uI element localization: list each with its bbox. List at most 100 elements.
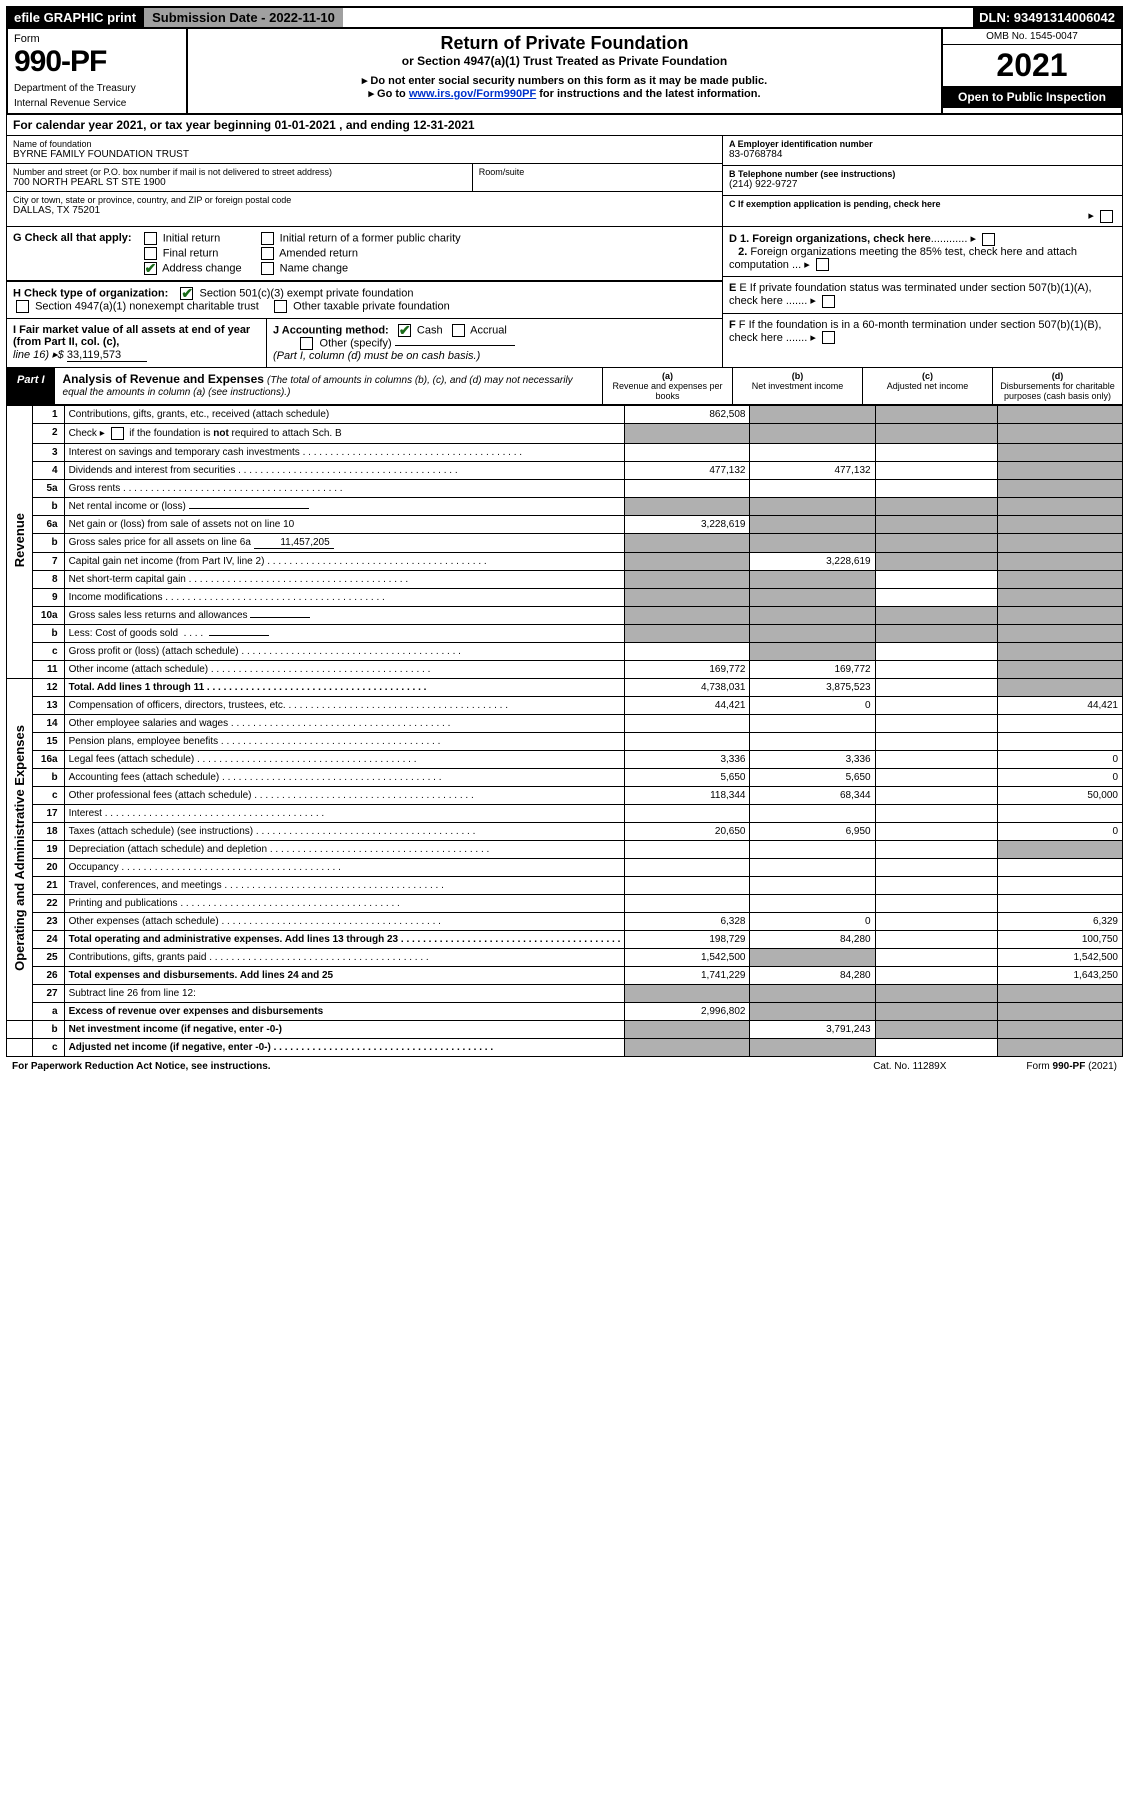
table-row: b Gross sales price for all assets on li… (7, 534, 1123, 553)
foundation-name: BYRNE FAMILY FOUNDATION TRUST (13, 149, 716, 160)
table-row: 27Subtract line 26 from line 12: (7, 985, 1123, 1003)
table-row: cAdjusted net income (if negative, enter… (7, 1039, 1123, 1057)
g-initial-checkbox[interactable] (144, 232, 157, 245)
table-row: 4 Dividends and interest from securities… (7, 462, 1123, 480)
i-line-label: line 16) ▸$ (13, 349, 64, 361)
c-checkbox[interactable] (1100, 210, 1113, 223)
phone-label: B Telephone number (see instructions) (729, 169, 1116, 179)
f-checkbox[interactable] (822, 331, 835, 344)
table-row: 3 Interest on savings and temporary cash… (7, 444, 1123, 462)
ein-label: A Employer identification number (729, 139, 1116, 149)
e-label: E If private foundation status was termi… (729, 282, 1092, 307)
i-label: I Fair market value of all assets at end… (13, 324, 250, 348)
r2-checkbox[interactable] (111, 427, 124, 440)
name-label: Name of foundation (13, 139, 716, 149)
h-4947-checkbox[interactable] (16, 300, 29, 313)
omb-number: OMB No. 1545-0047 (943, 29, 1121, 45)
table-row: c Gross profit or (loss) (attach schedul… (7, 643, 1123, 661)
h-other-checkbox[interactable] (274, 300, 287, 313)
table-row: 25Contributions, gifts, grants paid1,542… (7, 949, 1123, 967)
instructions-link[interactable]: www.irs.gov/Form990PF (409, 88, 536, 100)
identity-block: Name of foundation BYRNE FAMILY FOUNDATI… (6, 136, 1123, 227)
col-c-label: Adjusted net income (887, 381, 969, 391)
g-addr-checkbox[interactable] (144, 262, 157, 275)
efile-label: efile GRAPHIC print (8, 8, 142, 27)
table-row: 5a Gross rents (7, 480, 1123, 498)
table-row: 24Total operating and administrative exp… (7, 931, 1123, 949)
table-row: Operating and Administrative Expenses 12… (7, 679, 1123, 697)
options-grid: G Check all that apply: Initial return I… (6, 227, 1123, 368)
j-cash-checkbox[interactable] (398, 324, 411, 337)
header-note-1: ▸ Do not enter social security numbers o… (196, 74, 933, 87)
c-label: C If exemption application is pending, c… (729, 199, 1116, 209)
table-row: 18Taxes (attach schedule) (see instructi… (7, 823, 1123, 841)
phone-value: (214) 922-9727 (729, 179, 1116, 190)
table-row: 17Interest (7, 805, 1123, 823)
table-row: cOther professional fees (attach schedul… (7, 787, 1123, 805)
table-row: Revenue 1 Contributions, gifts, grants, … (7, 406, 1123, 424)
d2-checkbox[interactable] (816, 258, 829, 271)
open-public-badge: Open to Public Inspection (943, 86, 1121, 108)
part1-table: Revenue 1 Contributions, gifts, grants, … (6, 405, 1123, 1057)
h-501c3-checkbox[interactable] (180, 287, 193, 300)
part1-title: Analysis of Revenue and Expenses (63, 372, 264, 386)
ein-value: 83-0768784 (729, 149, 1116, 160)
header: Form 990-PF Department of the Treasury I… (6, 29, 1123, 115)
i-fmv-value: 33,119,573 (67, 349, 147, 362)
part1-header: Part I Analysis of Revenue and Expenses … (6, 368, 1123, 405)
f-label: F If the foundation is in a 60-month ter… (729, 319, 1101, 344)
h-label: H Check type of organization: (13, 287, 168, 299)
e-checkbox[interactable] (822, 295, 835, 308)
j-other-checkbox[interactable] (300, 337, 313, 350)
j-accrual-checkbox[interactable] (452, 324, 465, 337)
j-label: J Accounting method: (273, 324, 389, 336)
form-label: Form (14, 33, 180, 45)
expenses-vlabel: Operating and Administrative Expenses (12, 725, 27, 971)
table-row: 22Printing and publications (7, 895, 1123, 913)
g-amended-checkbox[interactable] (261, 247, 274, 260)
table-row: 23Other expenses (attach schedule)6,3280… (7, 913, 1123, 931)
table-row: 11 Other income (attach schedule) 169,77… (7, 661, 1123, 679)
col-b-label: Net investment income (752, 381, 844, 391)
g-name-checkbox[interactable] (261, 262, 274, 275)
table-row: aExcess of revenue over expenses and dis… (7, 1003, 1123, 1021)
table-row: 6a Net gain or (loss) from sale of asset… (7, 516, 1123, 534)
g-label: G Check all that apply: (13, 232, 132, 244)
table-row: 14Other employee salaries and wages (7, 715, 1123, 733)
page-footer: For Paperwork Reduction Act Notice, see … (6, 1057, 1123, 1076)
d1-checkbox[interactable] (982, 233, 995, 246)
footer-cat: Cat. No. 11289X (873, 1061, 946, 1072)
street-address: 700 NORTH PEARL ST STE 1900 (13, 177, 716, 188)
revenue-vlabel: Revenue (12, 513, 27, 567)
table-row: 7 Capital gain net income (from Part IV,… (7, 553, 1123, 571)
table-row: 2 Check ▸ if the foundation is not requi… (7, 424, 1123, 444)
table-row: b Net rental income or (loss) (7, 498, 1123, 516)
page-title: Return of Private Foundation (196, 33, 933, 54)
top-bar: efile GRAPHIC print Submission Date - 20… (6, 6, 1123, 29)
footer-left: For Paperwork Reduction Act Notice, see … (12, 1061, 873, 1072)
dln-label: DLN: 93491314006042 (973, 8, 1121, 27)
table-row: 8 Net short-term capital gain (7, 571, 1123, 589)
d1-label: D 1. Foreign organizations, check here (729, 233, 931, 245)
tax-year: 2021 (943, 45, 1121, 86)
calendar-year-line: For calendar year 2021, or tax year begi… (6, 115, 1123, 136)
table-row: 10a Gross sales less returns and allowan… (7, 607, 1123, 625)
city-label: City or town, state or province, country… (13, 195, 716, 205)
j-note: (Part I, column (d) must be on cash basi… (273, 350, 480, 362)
g-initial-former-checkbox[interactable] (261, 232, 274, 245)
dept-label: Department of the Treasury (14, 83, 180, 94)
city-state-zip: DALLAS, TX 75201 (13, 205, 716, 216)
col-d-label: Disbursements for charitable purposes (c… (1000, 381, 1115, 401)
footer-form: Form 990-PF (2021) (1026, 1061, 1117, 1072)
part1-label: Part I (7, 368, 55, 404)
header-note-2: ▸ Go to www.irs.gov/Form990PF for instru… (196, 87, 933, 100)
table-row: 19Depreciation (attach schedule) and dep… (7, 841, 1123, 859)
table-row: bAccounting fees (attach schedule)5,6505… (7, 769, 1123, 787)
table-row: b Less: Cost of goods sold . . . . (7, 625, 1123, 643)
addr-label: Number and street (or P.O. box number if… (13, 167, 716, 177)
table-row: 9 Income modifications (7, 589, 1123, 607)
table-row: 16aLegal fees (attach schedule)3,3363,33… (7, 751, 1123, 769)
g-final-checkbox[interactable] (144, 247, 157, 260)
table-row: 15Pension plans, employee benefits (7, 733, 1123, 751)
page-subtitle: or Section 4947(a)(1) Trust Treated as P… (196, 54, 933, 68)
